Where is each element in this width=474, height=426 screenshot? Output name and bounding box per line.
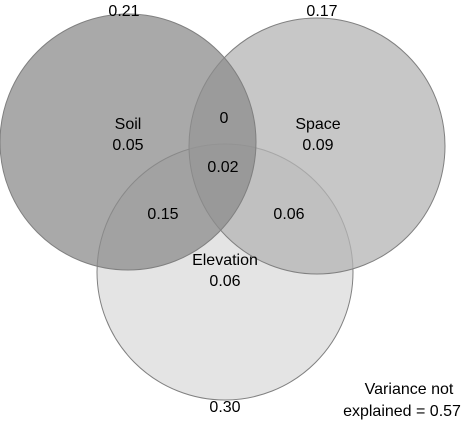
soil-unique-value: 0.05 [112, 137, 143, 154]
soil-space-overlap-value: 0 [220, 110, 229, 127]
soil-label: Soil [115, 116, 142, 133]
space-unique-value: 0.09 [302, 137, 333, 154]
elevation-total-label: 0.30 [209, 399, 240, 416]
soil-elevation-overlap-value: 0.15 [147, 206, 178, 223]
unexplained-variance-line1: Variance not [365, 381, 454, 398]
soil-total-label: 0.21 [108, 3, 139, 20]
all-three-overlap-value: 0.02 [207, 159, 238, 176]
soil-circle [0, 13, 257, 271]
elevation-label: Elevation [192, 252, 258, 269]
unexplained-variance-line2: explained = 0.57 [343, 403, 461, 420]
space-elevation-overlap-value: 0.06 [273, 206, 304, 223]
space-label: Space [295, 116, 340, 133]
elevation-unique-value: 0.06 [209, 273, 240, 290]
space-total-label: 0.17 [306, 3, 337, 20]
